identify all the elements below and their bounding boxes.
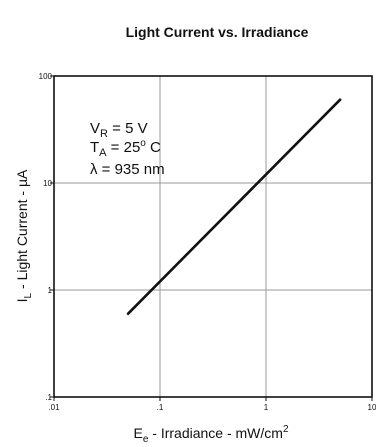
x-tick-label: .01 — [48, 403, 60, 412]
chart-title: Light Current vs. Irradiance — [126, 24, 309, 40]
y-tick-label: 1 — [48, 286, 53, 295]
y-tick-label: .1 — [45, 393, 52, 402]
annotation-vr: VR = 5 V — [90, 120, 148, 140]
annotation-ta: TA = 25o C — [90, 138, 161, 159]
x-tick-label: .1 — [157, 403, 164, 412]
plot-frame — [53, 75, 373, 398]
series-line — [126, 98, 342, 316]
x-axis-label: Ee - Irradiance - mW/cm2 — [133, 424, 288, 445]
y-axis-label: IL - Light Current - µA — [14, 169, 34, 302]
x-tick-label: 1 — [264, 403, 269, 412]
y-tick-label: 100 — [39, 72, 53, 81]
x-tick-label: 10 — [368, 403, 376, 412]
annotation-lambda: λ = 935 nm — [90, 161, 165, 178]
data-series — [126, 98, 342, 316]
y-tick-label: 10 — [43, 179, 52, 188]
grid-lines — [54, 76, 372, 397]
